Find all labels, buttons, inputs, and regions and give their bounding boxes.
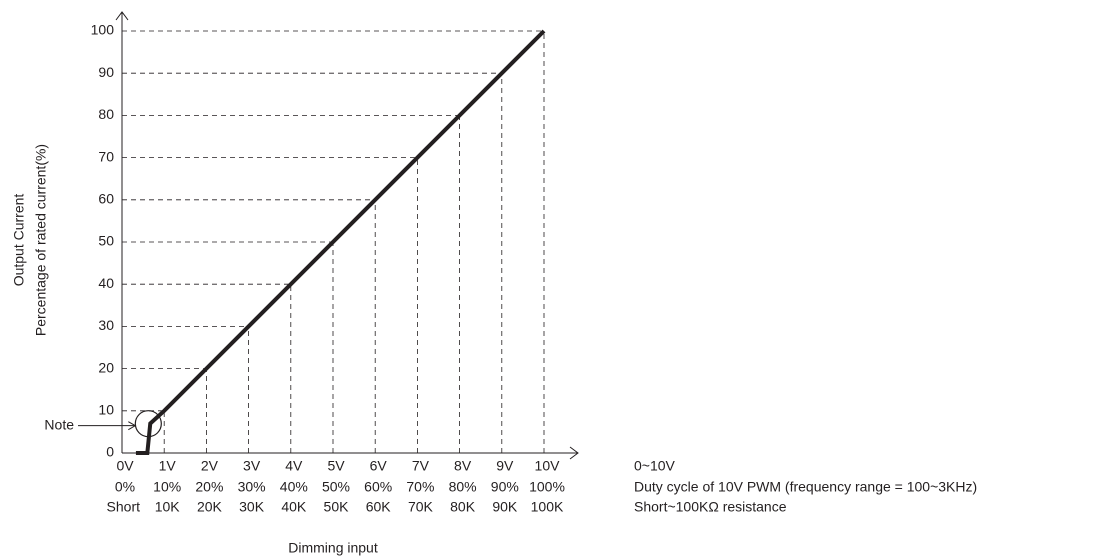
y-axis-label: Output Current (11, 194, 27, 287)
x-tick-label-pwm: 90% (491, 479, 519, 495)
y-tick-label: 70 (98, 148, 114, 164)
x-tick-label: 3V (243, 458, 261, 474)
x-tick-label: 0V (116, 458, 134, 474)
x-tick-label-pwm: 20% (195, 479, 223, 495)
x-tick-label-pwm: 30% (238, 479, 266, 495)
x-tick-label: 1V (159, 458, 177, 474)
annotation-text: Note (44, 416, 74, 432)
x-tick-label: 7V (412, 458, 430, 474)
x-tick-label-resistance: 10K (155, 499, 181, 515)
x-tick-label-resistance: Short (107, 499, 141, 515)
annotation-arrowhead (128, 421, 137, 431)
x-tick-label-pwm: 10% (153, 479, 181, 495)
y-tick-label: 80 (98, 106, 114, 122)
x-tick-label-resistance: 90K (492, 499, 518, 515)
x-tick-label: 10V (535, 458, 561, 474)
x-tick-label-pwm: 60% (364, 479, 392, 495)
x-tick-label-pwm: 50% (322, 479, 350, 495)
y-tick-label: 40 (98, 275, 114, 291)
x-tick-label-pwm: 80% (449, 479, 477, 495)
input-note: 0~10V (634, 458, 676, 474)
y-tick-label: 60 (98, 191, 114, 207)
x-tick-label-resistance: 60K (366, 499, 392, 515)
x-tick-label-resistance: 20K (197, 499, 223, 515)
x-tick-label-pwm: 100% (529, 479, 565, 495)
y-tick-label: 0 (106, 444, 114, 460)
x-tick-label: 4V (285, 458, 303, 474)
y-tick-label: 30 (98, 317, 114, 333)
y-axis-label: Percentage of rated current(%) (33, 144, 49, 336)
input-note: Short~100KΩ resistance (634, 499, 787, 515)
x-tick-label: 6V (370, 458, 388, 474)
x-tick-label-pwm: 40% (280, 479, 308, 495)
y-tick-label: 90 (98, 64, 114, 80)
data-line (135, 29, 546, 455)
y-tick-label: 50 (98, 233, 114, 249)
x-tick-label-resistance: 80K (450, 499, 476, 515)
x-axis-arrow (569, 446, 579, 460)
x-tick-label-resistance: 40K (281, 499, 307, 515)
y-axis-arrow (115, 11, 129, 21)
y-tick-label: 20 (98, 359, 114, 375)
x-tick-label-resistance: 30K (239, 499, 265, 515)
x-tick-label-resistance: 50K (324, 499, 350, 515)
x-tick-label: 5V (327, 458, 345, 474)
x-tick-label: 8V (454, 458, 472, 474)
y-tick-label: 10 (98, 402, 114, 418)
x-tick-label-resistance: 100K (531, 499, 564, 515)
x-tick-label-pwm: 0% (115, 479, 135, 495)
x-axis-label: Dimming input (288, 540, 378, 556)
y-tick-label: 100 (91, 22, 115, 38)
x-tick-label: 2V (201, 458, 219, 474)
x-tick-label: 9V (496, 458, 514, 474)
x-tick-label-resistance: 70K (408, 499, 434, 515)
x-tick-label-pwm: 70% (406, 479, 434, 495)
annotation-circle (134, 410, 162, 438)
input-note: Duty cycle of 10V PWM (frequency range =… (634, 479, 977, 495)
